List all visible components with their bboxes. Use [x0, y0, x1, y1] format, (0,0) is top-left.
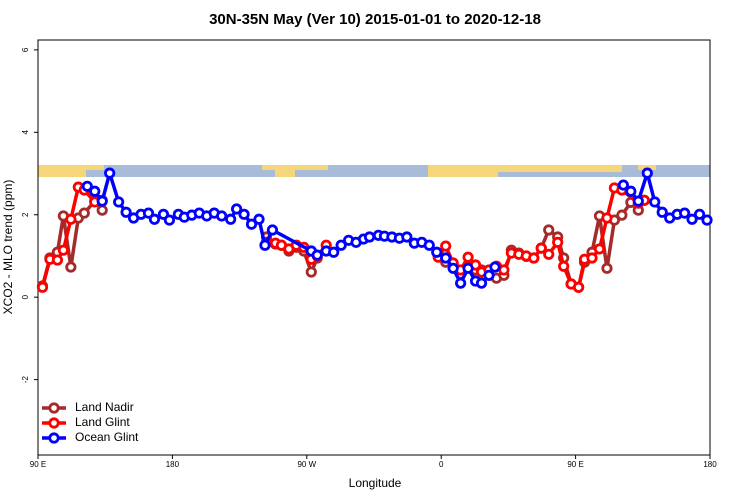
data-point — [96, 204, 108, 216]
data-point — [601, 262, 613, 274]
land-strip — [638, 165, 656, 170]
data-point — [601, 212, 613, 224]
chart-title: 30N-35N May (Ver 10) 2015-01-01 to 2020-… — [209, 11, 541, 28]
land-strip — [428, 165, 498, 177]
data-point — [216, 210, 228, 222]
legend-label: Land Glint — [75, 415, 130, 429]
data-point — [96, 195, 108, 207]
data-point — [543, 224, 555, 236]
legend-label: Ocean Glint — [75, 430, 139, 444]
land-strip — [275, 170, 295, 177]
data-point — [649, 196, 661, 208]
data-point — [528, 252, 540, 264]
data-point — [616, 209, 628, 221]
data-point — [253, 213, 265, 225]
data-point — [483, 269, 495, 281]
land-strip — [86, 165, 104, 170]
data-point — [440, 240, 452, 252]
data-point — [81, 180, 93, 192]
y-tick-label: 4 — [21, 130, 30, 135]
data-point — [701, 214, 713, 226]
data-point — [686, 213, 698, 225]
x-tick-label: 0 — [439, 460, 444, 469]
series — [36, 181, 650, 293]
y-tick-label: 2 — [21, 212, 30, 217]
x-tick-label: 90 E — [567, 460, 583, 469]
data-point — [462, 262, 474, 274]
data-point — [535, 242, 547, 254]
data-point — [475, 277, 488, 289]
legend-marker — [48, 417, 60, 429]
data-point — [148, 213, 161, 225]
data-point — [238, 208, 250, 220]
data-point — [455, 277, 467, 289]
data-point — [120, 206, 132, 218]
data-point — [65, 261, 77, 273]
data-point — [447, 262, 459, 274]
data-point — [335, 239, 347, 251]
data-point — [693, 208, 706, 220]
data-point — [543, 248, 555, 260]
x-tick-label: 90 E — [30, 460, 46, 469]
x-tick-label: 180 — [703, 460, 717, 469]
y-axis-label: XCO2 - MLO trend (ppm) — [1, 180, 15, 315]
data-point — [656, 206, 668, 218]
data-point — [266, 224, 279, 236]
data-point — [104, 167, 116, 179]
data-point — [163, 214, 176, 226]
data-point — [593, 243, 606, 255]
legend-marker — [48, 402, 60, 414]
plot-frame — [37, 39, 711, 456]
data-point — [259, 239, 271, 251]
x-tick-label: 90 W — [297, 460, 316, 469]
legend-marker — [48, 432, 60, 444]
data-point — [586, 252, 598, 264]
data-point — [552, 236, 564, 248]
map-strip — [38, 165, 710, 177]
land-strip — [262, 165, 328, 170]
y-tick-label: -2 — [21, 375, 30, 383]
data-point — [305, 266, 317, 278]
y-tick-label: 6 — [21, 47, 30, 52]
data-point — [617, 179, 629, 191]
data-point — [489, 261, 501, 273]
data-point — [311, 249, 323, 261]
series — [81, 167, 713, 289]
x-tick-label: 180 — [166, 460, 180, 469]
data-point — [113, 196, 125, 208]
data-point — [142, 207, 155, 219]
data-point — [36, 281, 49, 293]
data-point — [57, 244, 69, 256]
data-point — [225, 213, 237, 225]
x-axis-label: Longitude — [349, 476, 402, 490]
land-strip — [38, 165, 86, 177]
data-point — [89, 185, 101, 197]
data-point — [78, 207, 90, 219]
data-point — [679, 207, 691, 219]
legend-label: Land Nadir — [75, 400, 134, 414]
data-point — [641, 167, 653, 179]
data-point — [572, 281, 585, 293]
data-point — [462, 251, 474, 263]
data-point — [245, 218, 258, 230]
data-point — [65, 213, 77, 225]
data-point — [51, 254, 64, 266]
data-point — [401, 231, 413, 243]
land-strip — [498, 165, 622, 172]
data-point — [625, 185, 637, 197]
data-point — [431, 246, 443, 258]
y-tick-label: 0 — [21, 294, 30, 299]
data-point — [363, 231, 376, 243]
data-point — [498, 264, 510, 276]
data-point — [632, 195, 644, 207]
data-point — [423, 239, 435, 251]
data-point — [558, 260, 570, 272]
data-point — [231, 203, 243, 215]
data-point — [328, 246, 340, 258]
data-point — [440, 252, 452, 264]
